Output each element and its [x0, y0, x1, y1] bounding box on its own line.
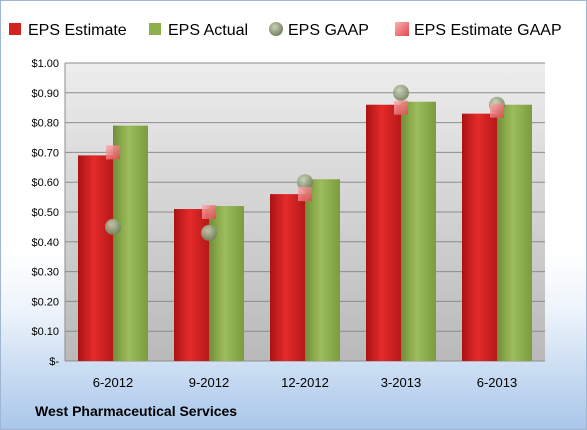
- legend-swatch: [9, 23, 21, 35]
- y-tick-label: $-: [49, 356, 59, 368]
- y-tick-label: $0.80: [31, 118, 59, 130]
- legend-label: EPS Estimate GAAP: [414, 22, 562, 39]
- legend-swatch: [269, 22, 283, 36]
- bar-eps-estimate-6-2012: [78, 155, 113, 361]
- markers: [105, 84, 505, 241]
- y-tick-label: $0.30: [31, 267, 59, 279]
- marker-eps-gaap-9-2012: [201, 224, 217, 241]
- y-tick-label: $0.70: [31, 147, 59, 159]
- x-tick-label: 9-2012: [189, 375, 229, 390]
- bar-eps-actual-3-2013: [401, 101, 436, 362]
- x-axis-labels: 6-2012 9-2012 12-2012 3-2013 6-2013: [93, 375, 517, 390]
- legend-swatch: [149, 23, 161, 35]
- marker-eps-gaap-6-2012: [105, 218, 121, 235]
- marker-eps-estimate-gaap-6-2013: [490, 103, 504, 118]
- bar-eps-estimate-12-2012: [270, 194, 305, 361]
- company-name: West Pharmaceutical Services: [35, 403, 238, 419]
- y-tick-label: $0.20: [31, 296, 59, 308]
- y-tick-label: $0.50: [31, 207, 59, 219]
- legend-item-eps-estimate-gaap: EPS Estimate GAAP: [395, 22, 562, 39]
- legend-swatch: [395, 22, 409, 36]
- y-tick-label: $1.00: [31, 58, 59, 70]
- x-tick-label: 6-2012: [93, 375, 133, 390]
- bar-eps-estimate-3-2013: [366, 104, 401, 361]
- marker-eps-gaap-3-2013: [393, 84, 409, 101]
- legend-label: EPS Actual: [168, 22, 248, 39]
- y-tick-label: $0.10: [31, 326, 59, 338]
- x-tick-label: 3-2013: [381, 375, 421, 390]
- marker-eps-estimate-gaap-12-2012: [298, 187, 312, 202]
- legend-label: EPS GAAP: [288, 22, 369, 39]
- marker-eps-estimate-gaap-6-2012: [106, 145, 120, 160]
- legend-item-eps-actual: EPS Actual: [149, 22, 248, 39]
- bars: [78, 101, 532, 362]
- y-tick-label: $0.60: [31, 177, 59, 189]
- y-tick-label: $0.40: [31, 237, 59, 249]
- legend-item-eps-estimate: EPS Estimate: [9, 22, 127, 39]
- legend-label: EPS Estimate: [28, 22, 127, 39]
- y-axis-labels: $- $0.10 $0.20 $0.30 $0.40 $0.50 $0.60 $0.70 $0.…: [31, 58, 59, 368]
- bar-eps-actual-12-2012: [305, 179, 340, 361]
- bar-eps-estimate-6-2013: [462, 113, 497, 361]
- x-tick-label: 12-2012: [281, 375, 329, 390]
- marker-eps-estimate-gaap-3-2013: [394, 100, 408, 115]
- bar-eps-actual-6-2012: [113, 125, 148, 361]
- marker-eps-gaap-12-2012: [297, 174, 313, 191]
- marker-eps-estimate-gaap-9-2012: [202, 205, 216, 219]
- x-tick-label: 6-2013: [477, 375, 517, 390]
- legend: EPS Estimate EPS Actual EPS GAAP EPS Estima…: [9, 22, 562, 39]
- y-tick-label: $0.90: [31, 88, 59, 100]
- legend-item-eps-gaap: EPS GAAP: [269, 22, 369, 39]
- bar-eps-actual-6-2013: [497, 104, 532, 361]
